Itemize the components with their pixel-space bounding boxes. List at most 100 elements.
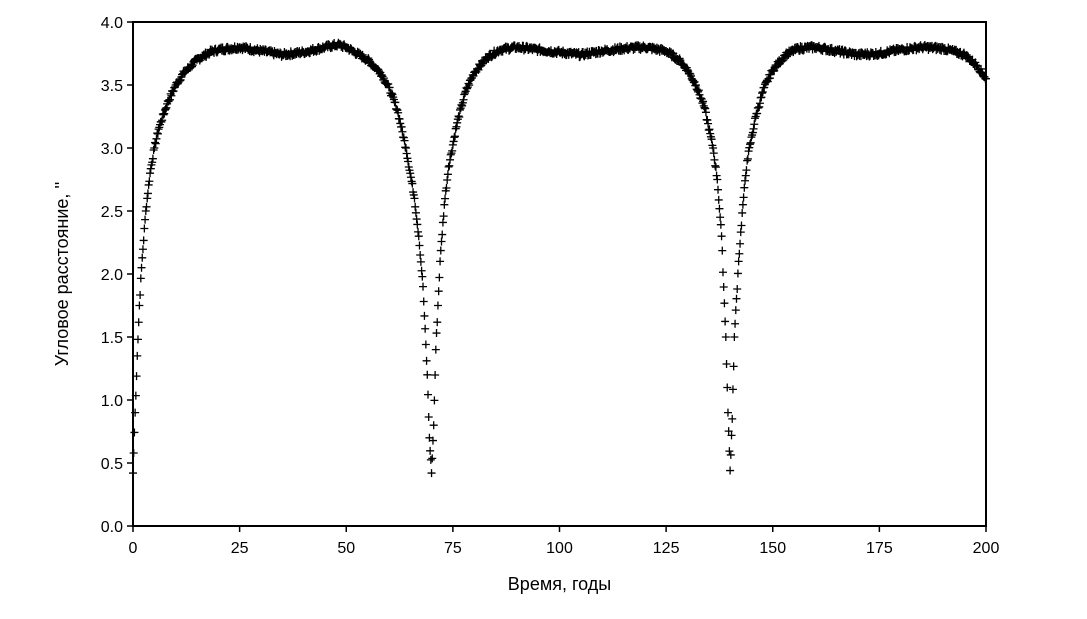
data-point	[717, 232, 726, 241]
data-point	[731, 306, 740, 315]
x-tick-label: 125	[653, 540, 680, 557]
data-point	[418, 272, 427, 281]
x-axis: 0 25 50 75 100 125 150 175 200	[129, 526, 1000, 557]
data-point	[740, 183, 749, 192]
data-point	[465, 81, 474, 90]
data-point	[755, 99, 764, 108]
data-point	[427, 469, 436, 478]
y-axis-title: Угловое расстояние, ''	[52, 182, 72, 367]
data-point	[398, 127, 407, 136]
data-point	[401, 143, 410, 152]
data-point	[157, 117, 166, 126]
y-tick-label: 2.5	[101, 204, 123, 221]
data-point	[714, 195, 723, 204]
data-point	[713, 175, 722, 184]
data-point	[977, 64, 986, 73]
plot-frame	[132, 21, 987, 527]
data-point	[707, 135, 716, 144]
x-tick-label: 175	[866, 540, 893, 557]
data-point	[148, 154, 157, 163]
data-point	[733, 284, 742, 293]
data-point	[428, 436, 437, 445]
data-point	[749, 124, 758, 133]
data-point	[729, 362, 738, 371]
data-point	[162, 103, 171, 112]
data-point	[137, 263, 146, 272]
data-point	[408, 179, 417, 188]
x-tick-label: 200	[973, 540, 1000, 557]
data-point	[135, 301, 144, 310]
data-point	[143, 194, 152, 203]
data-point	[143, 189, 152, 198]
data-point	[187, 62, 196, 71]
data-point	[379, 74, 388, 83]
data-point	[165, 95, 174, 104]
y-axis: 0.0 0.5 1.0 1.5 2.0 2.5 3.0 3.5 4.0	[101, 15, 133, 536]
data-point	[411, 202, 420, 211]
data-point	[700, 103, 709, 112]
data-point	[395, 114, 404, 123]
data-point	[728, 385, 737, 394]
y-tick-label: 1.0	[101, 393, 123, 410]
data-point	[737, 221, 746, 230]
data-point	[414, 227, 423, 236]
data-point	[747, 133, 756, 142]
data-point	[152, 134, 161, 143]
x-tick-label: 0	[129, 540, 138, 557]
data-point	[130, 428, 139, 437]
data-point	[411, 208, 420, 217]
data-point	[378, 72, 387, 81]
data-point	[445, 161, 454, 170]
data-point	[419, 282, 428, 291]
data-point	[409, 190, 418, 199]
data-point	[754, 103, 763, 112]
data-point	[705, 125, 714, 134]
data-point	[701, 104, 710, 113]
data-point	[446, 150, 455, 159]
data-point	[159, 110, 168, 119]
data-point	[701, 108, 710, 117]
data-point	[704, 126, 713, 135]
data-point	[455, 113, 464, 122]
data-point	[149, 145, 158, 154]
data-point	[433, 301, 442, 310]
data-point	[397, 122, 406, 131]
data-point	[718, 268, 727, 277]
data-point	[140, 224, 149, 233]
data-point	[412, 215, 421, 224]
data-point	[454, 112, 463, 121]
data-point	[146, 169, 155, 178]
data-point	[710, 155, 719, 164]
data-point	[716, 213, 725, 222]
data-point	[394, 108, 403, 117]
data-point	[715, 204, 724, 213]
data-point	[720, 299, 729, 308]
data-point	[428, 454, 437, 463]
data-point	[731, 319, 740, 328]
data-point	[419, 297, 428, 306]
data-point	[725, 447, 734, 456]
data-point	[169, 87, 178, 96]
data-point	[732, 294, 741, 303]
data-point	[443, 176, 452, 185]
data-point	[704, 119, 713, 128]
data-point	[735, 249, 744, 258]
data-point	[154, 125, 163, 134]
y-tick-label: 0.5	[101, 456, 123, 473]
data-point	[141, 215, 150, 224]
data-point	[711, 163, 720, 172]
data-point	[689, 76, 698, 85]
x-axis-title: Время, годы	[508, 574, 611, 594]
data-point	[738, 200, 747, 209]
data-point	[745, 143, 754, 152]
data-point	[675, 54, 684, 63]
data-point	[416, 257, 425, 266]
data-point	[444, 162, 453, 171]
data-point	[421, 340, 430, 349]
data-point	[741, 176, 750, 185]
data-point	[439, 212, 448, 221]
data-point	[139, 236, 148, 245]
data-point	[138, 245, 147, 254]
y-tick-label: 0.0	[101, 519, 123, 536]
